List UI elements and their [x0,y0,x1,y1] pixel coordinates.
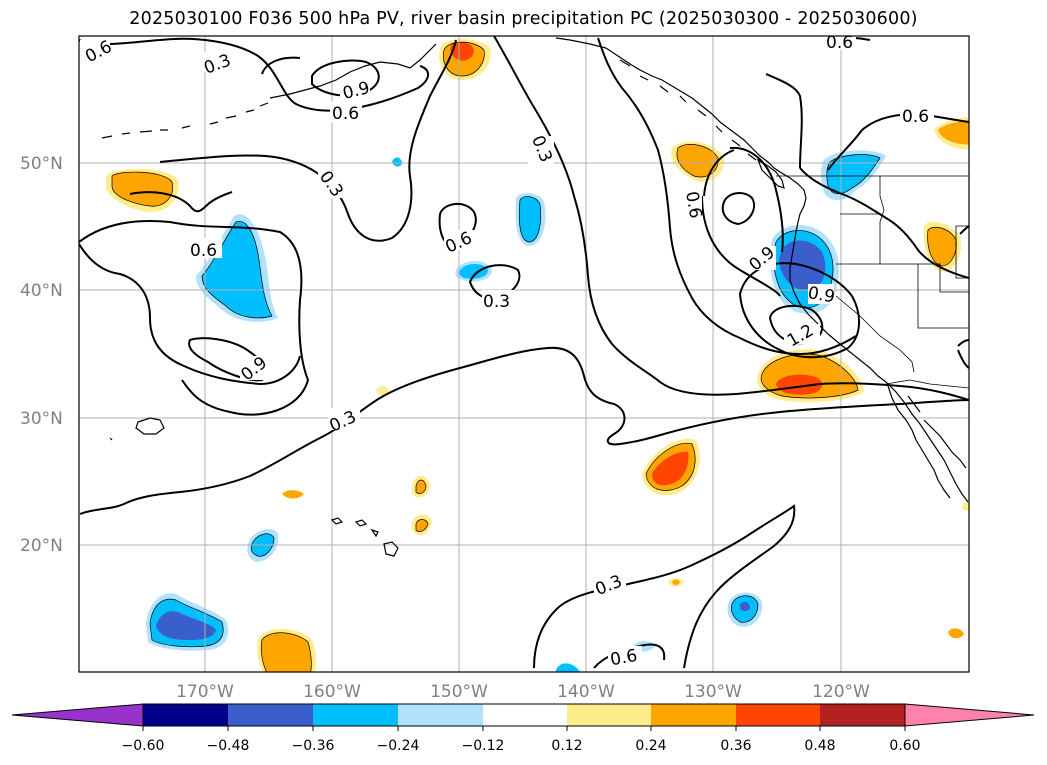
pv-contour-line [533,504,796,669]
colorbar: −0.60 −0.48 −0.36 −0.24 −0.12 0.12 0.24 … [11,703,1035,754]
precip-patch-positive [927,227,957,266]
precip-patch-positive [261,632,312,672]
pv-contour-line [827,129,863,171]
pv-contour-line [701,195,781,297]
precip-patch-negative [459,264,488,279]
precip-patch-negative [156,611,216,640]
pv-contour-line [703,149,735,197]
colorbar-tick-label: −0.48 [207,738,250,754]
precip-patch-positive [962,502,969,511]
pv-contour-line [79,220,310,416]
colorbar-segment [398,704,483,726]
pv-contour-line [799,167,969,279]
map-title: 2025030100 F036 500 hPa PV, river basin … [129,9,918,29]
colorbar-segment [820,704,905,726]
contour-label: 0.6 [902,107,929,127]
pv-contour-line [765,73,803,169]
contour-label: 0.6 [826,33,853,53]
precip-patch-positive [112,172,173,207]
precip-patch-positive [450,42,474,61]
colorbar-tick-label: −0.60 [122,738,165,754]
pv-contour-line [79,37,429,112]
colorbar-tick-label: −0.12 [462,738,505,754]
lon-tick-label: 120°W [812,682,870,702]
precip-patch-negative [556,663,580,672]
pv-contour-line [721,192,756,226]
colorbar-segment [736,704,820,726]
contour-label: 0.9 [806,283,836,307]
precip-patch-positive [938,121,969,145]
lat-tick-labels: 50°N 40°N 30°N 20°N [20,154,63,556]
political-borders [776,175,969,389]
pv-contour-line [959,225,969,235]
precip-patch-positive [416,480,426,494]
colorbar-segment [567,704,651,726]
colorbar-tick-label: 0.36 [720,738,751,754]
pv-contour-line [129,191,233,213]
precip-patch-positive [676,144,719,178]
pv-contour-line [159,39,457,242]
colorbar-tick-label: 0.60 [889,738,920,754]
contour-label: 0.6 [609,646,639,670]
pv-contour-line [493,36,969,401]
precipitation-shading [106,39,969,672]
colorbar-tick-label: 0.48 [804,738,835,754]
precip-patch-negative [202,221,272,318]
colorbar-segment [313,704,398,726]
colorbar-segment [143,704,228,726]
precip-patch-positive [776,374,823,395]
contour-labels: 0.6 0.3 0.9 0.6 0.3 0.6 0.3 0.6 0.9 0.3 … [80,33,934,670]
precip-patch-positive [282,490,304,499]
pv-contour-line [729,146,784,253]
pv-contour-line [468,264,521,300]
map-gridlines [79,36,969,672]
colorbar-segment [651,704,736,726]
precip-patch-positive [652,451,689,486]
colorbar-tick-label: −0.36 [292,738,335,754]
precip-patch-negative [392,157,402,167]
pv-contour-line [957,339,969,369]
precip-patch-negative [519,196,541,242]
pv-contour-line [79,346,665,515]
lat-tick-label: 30°N [20,409,63,429]
colorbar-tick-label: 0.24 [635,738,666,754]
precip-patch-negative [826,154,880,194]
lon-tick-label: 170°W [176,682,234,702]
colorbar-tick-label: −0.24 [377,738,420,754]
lon-tick-label: 160°W [303,682,361,702]
lon-tick-label: 140°W [557,682,615,702]
coastlines [101,37,969,557]
pv-contour-line [738,262,860,359]
lat-tick-label: 20°N [20,536,63,556]
pv-contours [79,36,969,669]
contour-label: 0.6 [681,190,705,220]
lon-tick-label: 150°W [430,682,488,702]
colorbar-extend-high [904,703,1035,727]
precip-patch-positive [948,628,964,639]
pv-contour-line [311,59,380,97]
lon-tick-label: 130°W [684,682,742,702]
colorbar-tick-label: 0.12 [551,738,582,754]
pv-contour-line [261,56,301,75]
colorbar-segment [228,704,313,726]
precip-patch-positive [672,579,680,585]
pv-contour-line [663,399,969,435]
lat-tick-label: 40°N [20,281,63,301]
lon-tick-labels: 170°W 160°W 150°W 140°W 130°W 120°W [176,682,870,702]
contour-label: 0.6 [332,104,359,124]
contour-label: 0.3 [483,292,510,312]
lat-tick-label: 50°N [20,154,63,174]
contour-label: 0.6 [190,241,217,261]
colorbar-segment [483,704,567,726]
precip-patch-negative [740,601,750,611]
colorbar-extend-low [11,703,144,727]
map-frame [78,35,970,673]
pv-contour-line [79,243,301,386]
